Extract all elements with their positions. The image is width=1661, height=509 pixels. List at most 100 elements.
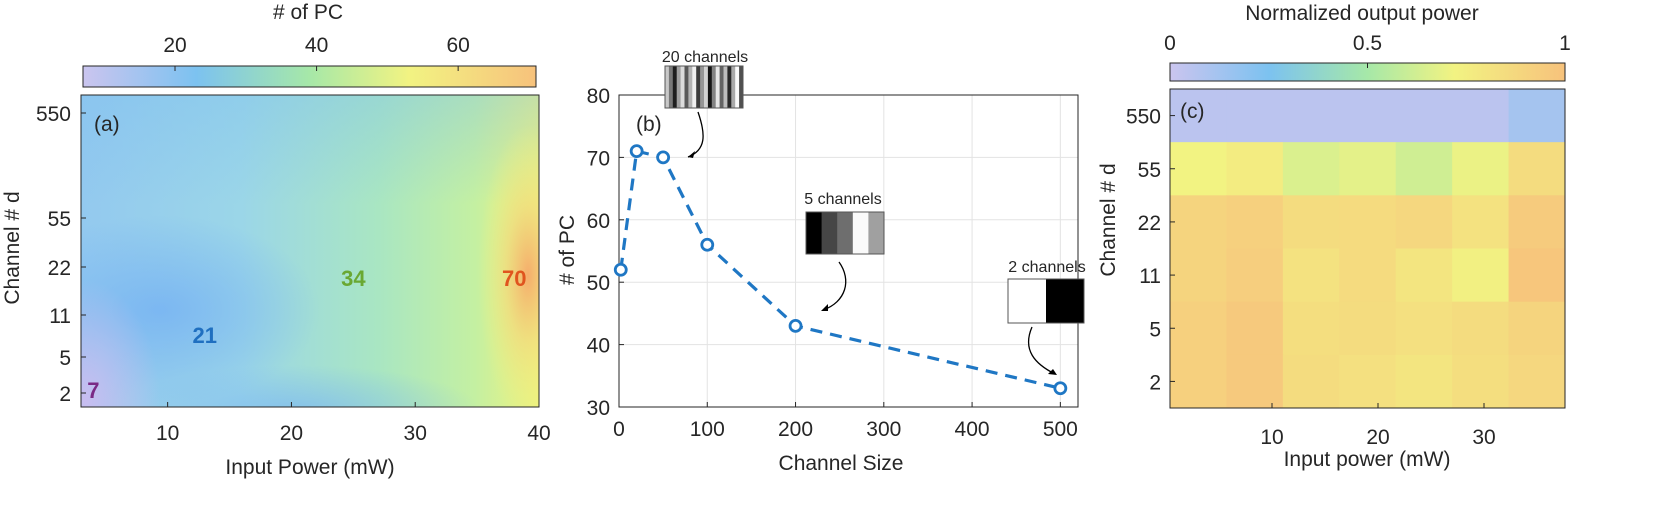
- panel-label-c: (c): [1180, 100, 1205, 123]
- annotation-7: 7: [87, 378, 99, 403]
- heatmap-cell: [1452, 195, 1510, 249]
- heatmap-cell: [1395, 195, 1453, 249]
- heatmap-cell: [1339, 248, 1397, 303]
- heatmap-cell: [1452, 142, 1510, 196]
- plot-frame-b: [618, 94, 1079, 408]
- inset-5-arrow: [822, 261, 847, 311]
- ticks-c: 10 20 30 550 55 22 11 5 2: [1126, 106, 1496, 449]
- stripe: [704, 66, 709, 108]
- annotation-21: 21: [193, 323, 217, 348]
- heatmap-cell: [1282, 354, 1340, 409]
- heatmap-cell: [1282, 142, 1340, 196]
- heatmap-cell: [1395, 301, 1453, 356]
- heatmap-a: [81, 95, 539, 407]
- heatmap-cell: [1508, 195, 1566, 249]
- stripe: [731, 66, 736, 108]
- y-tick-label-a: 5: [59, 347, 71, 370]
- heatmap-cell: [1395, 248, 1453, 303]
- colorbar-c-tick-label: 0.5: [1353, 32, 1382, 55]
- colorbar-c-tick-label: 0: [1164, 32, 1176, 55]
- panel-label-a: (a): [94, 113, 120, 136]
- colorbar-a-tick-label: 40: [305, 34, 328, 57]
- y-axis-label-c: Channel # d: [1097, 163, 1120, 276]
- heatmap-cell: [1452, 248, 1510, 303]
- x-tick-label-a: 40: [527, 422, 550, 445]
- x-tick-label-c: 20: [1366, 426, 1389, 449]
- inset-5-channels: 5 channels: [804, 191, 885, 311]
- y-tick-label-c: 55: [1138, 159, 1161, 182]
- heatmap-cell: [1339, 195, 1397, 249]
- heatmap-cell: [1452, 354, 1510, 409]
- heatmap-cell: [1226, 248, 1284, 303]
- stripe: [665, 66, 670, 108]
- heatmap-cell: [1395, 89, 1453, 143]
- heatmap-cell: [1508, 248, 1566, 303]
- stripe: [739, 66, 744, 108]
- y-tick-label-c: 550: [1126, 106, 1161, 129]
- heatmap-cell: [1170, 195, 1227, 249]
- heatmap-cell: [1395, 354, 1453, 409]
- x-ticks-a: 10 20 30 40: [156, 402, 551, 445]
- y-ticks-a: 2 5 11 22 55 550: [36, 103, 86, 406]
- inset-5-label: 5 channels: [804, 191, 881, 208]
- heatmap-cell: [1282, 248, 1340, 303]
- x-tick-label-c: 10: [1260, 426, 1283, 449]
- heatmap-cell: [1170, 142, 1227, 196]
- stripe: [868, 212, 885, 254]
- heatmap-cell: [1170, 354, 1227, 409]
- inset-2-arrow: [1027, 326, 1056, 375]
- inset-2-channels: 2 channels: [1007, 259, 1086, 375]
- y-tick-label-c: 2: [1149, 371, 1161, 394]
- plot-frame-a: [80, 94, 540, 408]
- stripe: [727, 66, 732, 108]
- stripe: [707, 66, 713, 108]
- inset-20-label: 20 channels: [662, 49, 748, 66]
- x-axis-label-b: Channel Size: [779, 452, 904, 475]
- stripe: [668, 66, 674, 108]
- x-tick-label-c: 30: [1472, 426, 1495, 449]
- stripe: [837, 212, 854, 254]
- ticks-b: 0 100 200 300 400 500 30 40 50 60 70 80: [587, 85, 1078, 441]
- stripe: [821, 212, 838, 254]
- y-tick-label-b: 50: [587, 272, 610, 295]
- heatmap-cell: [1226, 301, 1284, 356]
- stripe: [723, 66, 728, 108]
- x-tick-label-b: 500: [1043, 418, 1078, 441]
- x-tick-label-a: 10: [156, 422, 179, 445]
- stripe: [1046, 279, 1085, 323]
- annotation-70: 70: [502, 266, 526, 291]
- heatmap-cell: [1452, 89, 1510, 143]
- stripe: [688, 66, 693, 108]
- data-point: [788, 318, 803, 333]
- stripe: [852, 212, 869, 254]
- colorbar-c-tick-label: 1: [1559, 32, 1571, 55]
- colorbar-a-tick-label: 60: [446, 34, 469, 57]
- stripe: [684, 66, 689, 108]
- y-tick-label-a: 550: [36, 103, 71, 126]
- panel-b: 0 100 200 300 400 500 30 40 50 60 70 80 (b) Channel…: [556, 49, 1086, 475]
- series-line: [619, 149, 1061, 390]
- stripe: [676, 66, 682, 108]
- panel-label-b: (b): [636, 113, 662, 136]
- x-tick-label-b: 0: [613, 418, 625, 441]
- heatmap-cell: [1339, 301, 1397, 356]
- stripe: [696, 66, 701, 108]
- y-tick-label-c: 22: [1138, 212, 1161, 235]
- heatmap-cell: [1395, 142, 1453, 196]
- annotation-34: 34: [341, 266, 366, 291]
- panel-a: # of PC 20 40 60 (a) 10 20 30 40 25112255550 …: [1, 1, 551, 479]
- x-tick-label-b: 300: [866, 418, 901, 441]
- heatmap-cell: [1508, 301, 1566, 356]
- y-tick-label-a: 11: [49, 305, 71, 328]
- stripe: [672, 66, 678, 108]
- x-tick-label-a: 20: [280, 422, 303, 445]
- inset-2-label: 2 channels: [1008, 259, 1085, 276]
- stripe: [806, 212, 823, 254]
- heatmap-cell: [1170, 301, 1227, 356]
- colorbar-c-ticks: 0 0.5 1: [1164, 32, 1571, 68]
- y-axis-label-a: Channel # d: [1, 191, 24, 304]
- y-tick-label-a: 2: [59, 383, 71, 406]
- heatmap-cell: [1508, 89, 1566, 143]
- heatmap-cell: [1282, 301, 1340, 356]
